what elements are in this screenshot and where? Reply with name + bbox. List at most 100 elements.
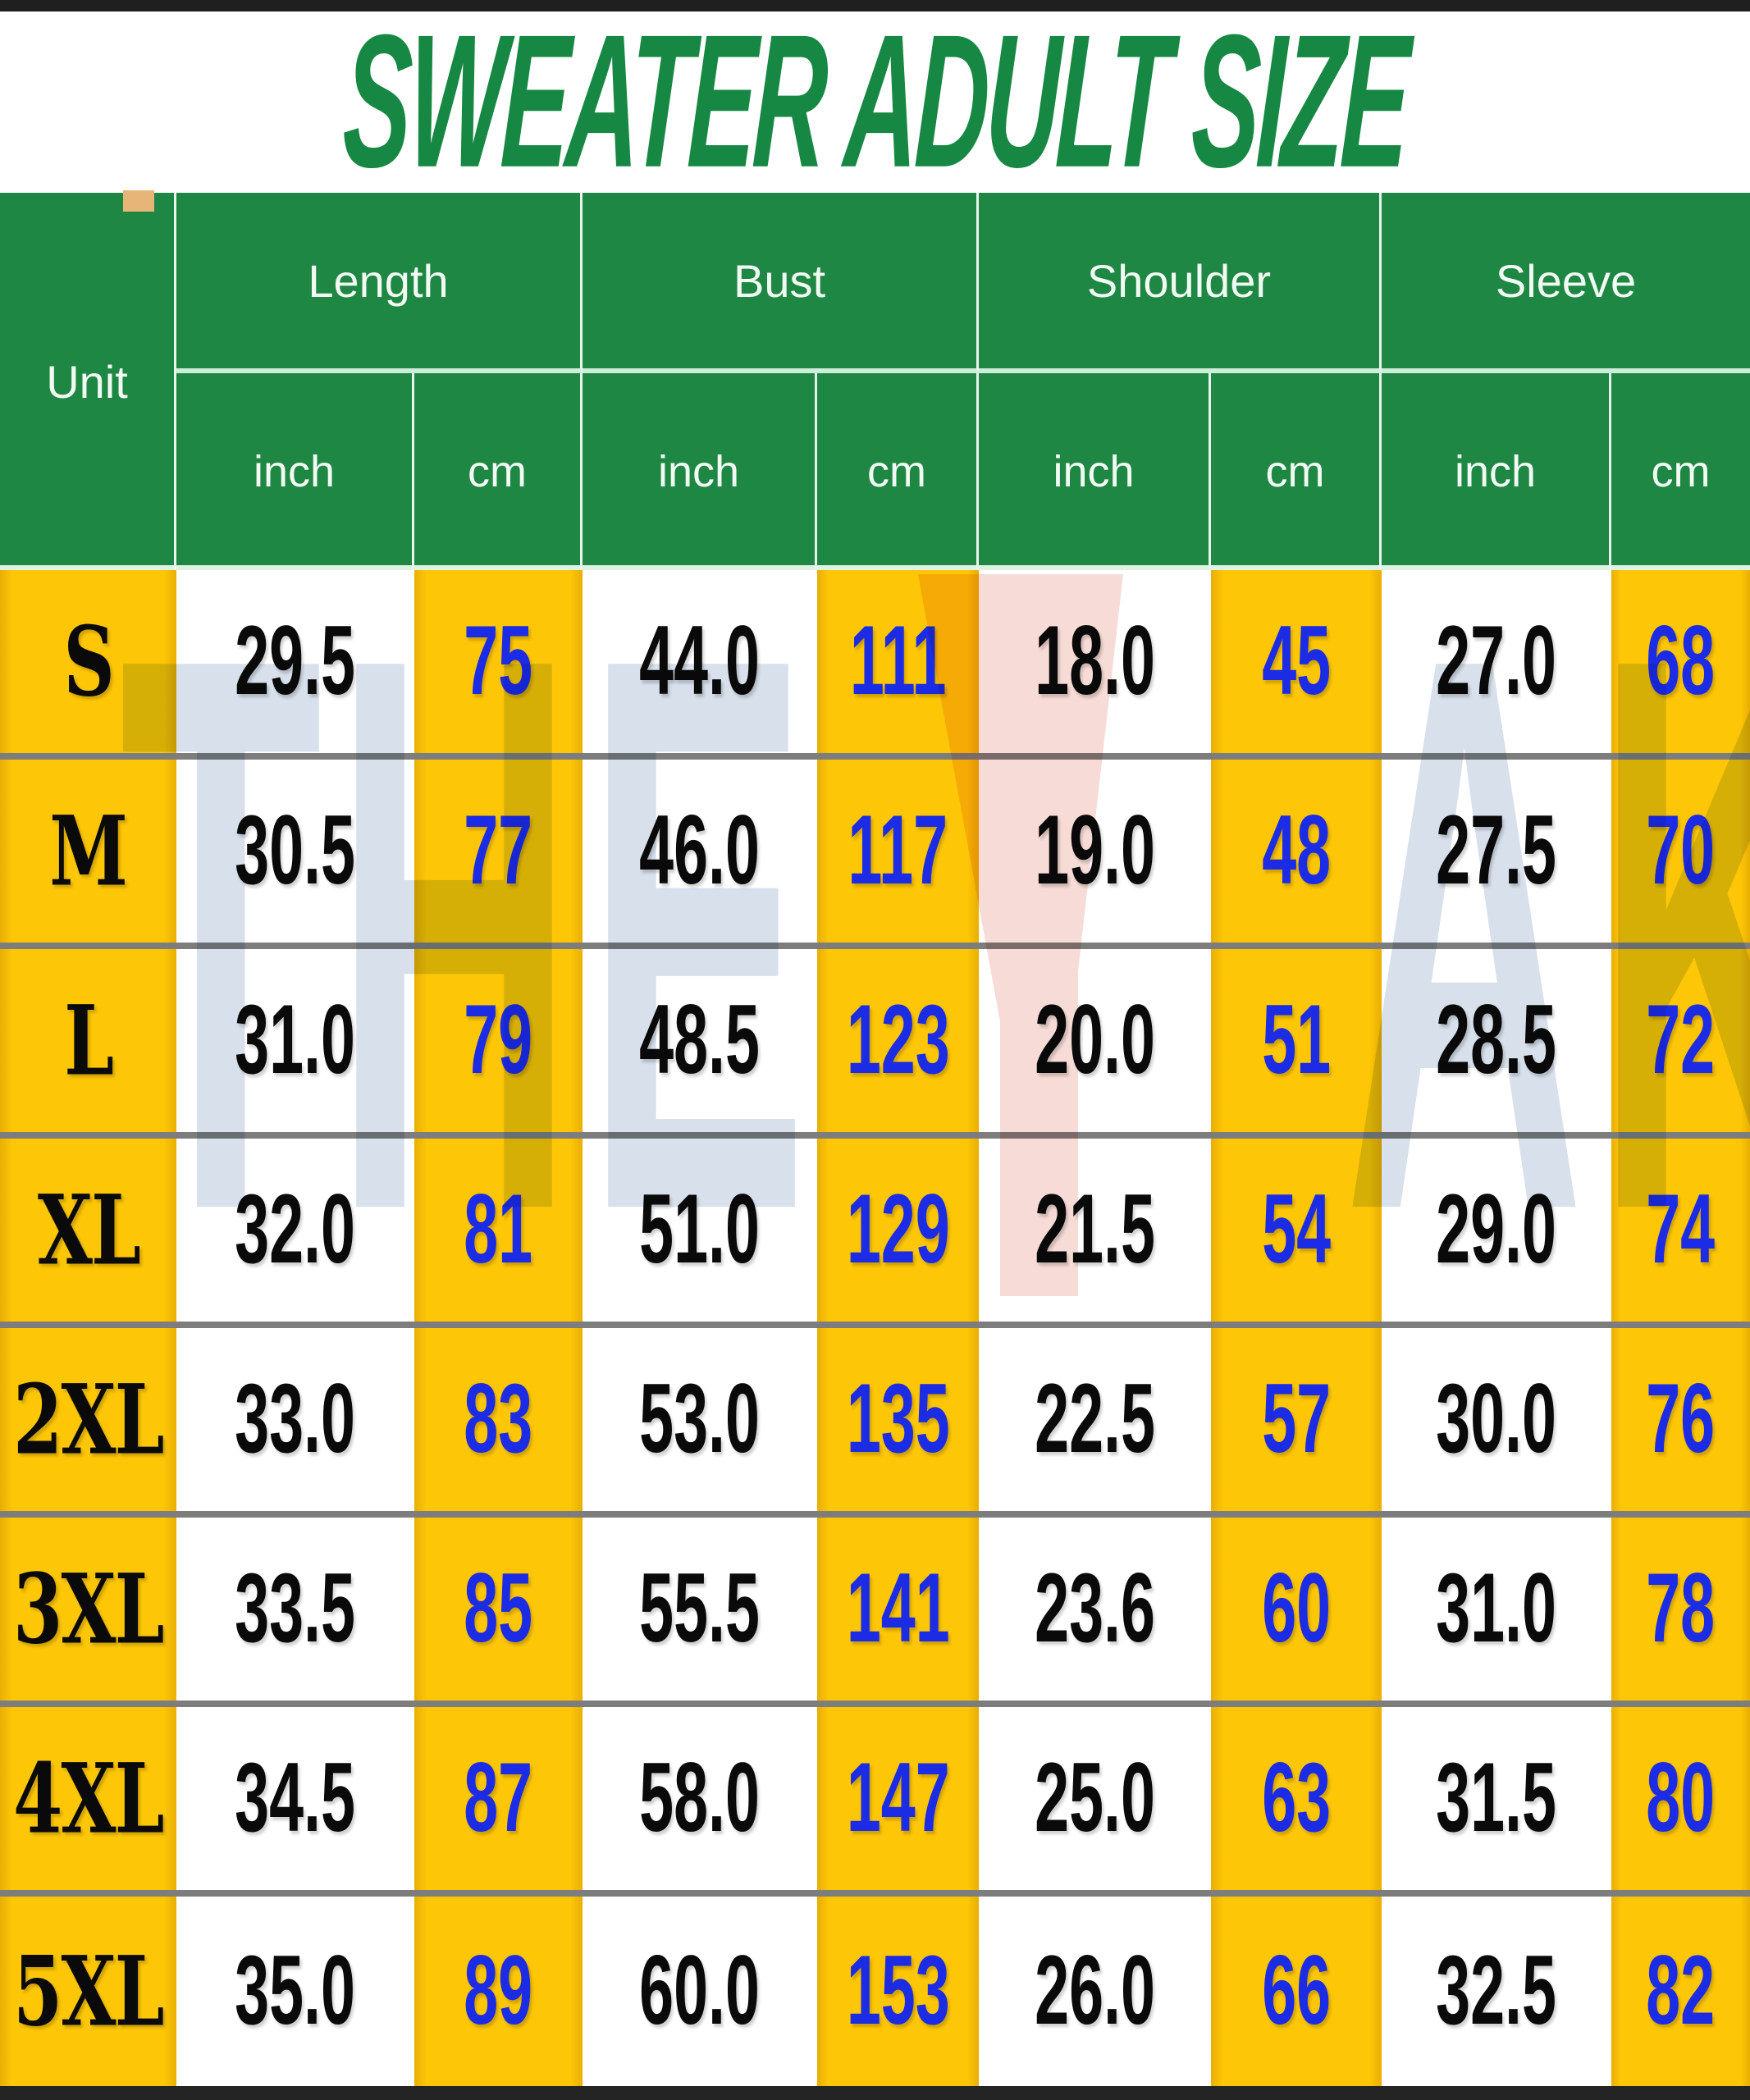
inch-value-cell: 60.0 xyxy=(583,1897,817,2086)
table-row-4xl: 4XL 34.5 87 58.0 147 25.0 63 31.5 80 xyxy=(0,1707,1750,1897)
cm-value-cell: 48 xyxy=(1211,760,1382,943)
title-band: SWEATER ADULT SIZE xyxy=(0,0,1750,208)
inch-value-cell: 34.5 xyxy=(176,1707,414,1890)
subheader-shoulder-cm: cm xyxy=(1211,373,1382,570)
group-header-bust: Bust xyxy=(583,193,979,373)
table-row-2xl: 2XL 33.0 83 53.0 135 22.5 57 30.0 76 xyxy=(0,1328,1750,1518)
cm-value-cell: 51 xyxy=(1211,949,1382,1132)
table-row-xl: XL 32.0 81 51.0 129 21.5 54 29.0 74 xyxy=(0,1139,1750,1328)
inch-value-cell: 26.0 xyxy=(979,1897,1211,2086)
cm-value-cell: 74 xyxy=(1611,1139,1750,1322)
group-header-length: Length xyxy=(176,193,583,373)
subheader-length-cm: cm xyxy=(414,373,583,570)
group-header-sleeve: Sleeve xyxy=(1382,193,1750,373)
table-row-l: L 31.0 79 48.5 123 20.0 51 28.5 72 xyxy=(0,949,1750,1139)
inch-value-cell: 29.5 xyxy=(176,570,414,753)
orange-marker xyxy=(123,190,154,212)
cm-value-cell: 72 xyxy=(1611,949,1750,1132)
cm-value-cell: 70 xyxy=(1611,760,1750,943)
inch-value-cell: 31.5 xyxy=(1382,1707,1611,1890)
cm-value-cell: 66 xyxy=(1211,1897,1382,2086)
inch-value-cell: 58.0 xyxy=(583,1707,817,1890)
size-cell: XL xyxy=(0,1139,176,1322)
bottom-border-bar xyxy=(0,2086,1750,2100)
inch-value-cell: 18.0 xyxy=(979,570,1211,753)
subheader-sleeve-cm: cm xyxy=(1651,447,1711,496)
cm-value-cell: 111 xyxy=(817,570,979,753)
cm-value-cell: 77 xyxy=(414,760,583,943)
inch-value-cell: 19.0 xyxy=(979,760,1211,943)
inch-value-cell: 44.0 xyxy=(583,570,817,753)
cm-value-cell: 75 xyxy=(414,570,583,753)
inch-value-cell: 51.0 xyxy=(583,1139,817,1322)
size-cell: 4XL xyxy=(0,1707,176,1890)
cm-value-cell: 85 xyxy=(414,1518,583,1701)
size-cell: 3XL xyxy=(0,1518,176,1701)
subheader-sleeve-inch: inch xyxy=(1382,373,1611,570)
cm-value-cell: 57 xyxy=(1211,1328,1382,1511)
inch-value-cell: 33.5 xyxy=(176,1518,414,1701)
cm-value-cell: 129 xyxy=(817,1139,979,1322)
top-border-bar xyxy=(0,0,1750,11)
cm-value-cell: 79 xyxy=(414,949,583,1132)
cm-value-cell: 135 xyxy=(817,1328,979,1511)
inch-value-cell: 25.0 xyxy=(979,1707,1211,1890)
table-body: S 29.5 75 44.0 111 18.0 45 27.0 68 M 30.5 77 46.0 117… xyxy=(0,570,1750,2086)
inch-value-cell: 21.5 xyxy=(979,1139,1211,1322)
cm-value-cell: 83 xyxy=(414,1328,583,1511)
subheader-shoulder-inch: inch xyxy=(979,373,1211,570)
subheader-bust-cm: cm xyxy=(817,373,979,570)
inch-value-cell: 30.5 xyxy=(176,760,414,943)
inch-value-cell: 30.0 xyxy=(1382,1328,1611,1511)
inch-value-cell: 27.0 xyxy=(1382,570,1611,753)
cm-value-cell: 45 xyxy=(1211,570,1382,753)
inch-value-cell: 32.5 xyxy=(1382,1897,1611,2086)
inch-value-cell: 28.5 xyxy=(1382,949,1611,1132)
inch-value-cell: 23.6 xyxy=(979,1518,1211,1701)
inch-value-cell: 22.5 xyxy=(979,1328,1211,1511)
cm-value-cell: 68 xyxy=(1611,570,1750,753)
cm-value-cell: 60 xyxy=(1211,1518,1382,1701)
inch-value-cell: 46.0 xyxy=(583,760,817,943)
cm-value-cell: 63 xyxy=(1211,1707,1382,1890)
cm-value-cell: 141 xyxy=(817,1518,979,1701)
inch-value-cell: 29.0 xyxy=(1382,1139,1611,1322)
inch-value-cell: 32.0 xyxy=(176,1139,414,1322)
group-header-shoulder: Shoulder xyxy=(979,193,1382,373)
cm-value-cell: 89 xyxy=(414,1897,583,2086)
inch-value-cell: 55.5 xyxy=(583,1518,817,1701)
subheader-bust-inch: inch xyxy=(583,373,817,570)
cm-value-cell: 82 xyxy=(1611,1897,1750,2086)
size-cell: 5XL xyxy=(0,1897,176,2086)
inch-value-cell: 31.0 xyxy=(1382,1518,1611,1701)
table-row-5xl: 5XL 35.0 89 60.0 153 26.0 66 32.5 82 xyxy=(0,1897,1750,2086)
cm-value-cell: 80 xyxy=(1611,1707,1750,1890)
inch-value-cell: 20.0 xyxy=(979,949,1211,1132)
header-grid: Unit Length Bust Shoulder Sleeve inch cm inch c… xyxy=(0,193,1750,570)
inch-value-cell: 27.5 xyxy=(1382,760,1611,943)
inch-value-cell: 53.0 xyxy=(583,1328,817,1511)
cm-value-cell: 117 xyxy=(817,760,979,943)
size-cell: S xyxy=(0,570,176,753)
inch-value-cell: 48.5 xyxy=(583,949,817,1132)
unit-header-cell: Unit xyxy=(0,193,176,570)
cm-value-cell: 81 xyxy=(414,1139,583,1322)
table-row-3xl: 3XL 33.5 85 55.5 141 23.6 60 31.0 78 xyxy=(0,1518,1750,1707)
cm-value-cell: 54 xyxy=(1211,1139,1382,1322)
size-cell: M xyxy=(0,760,176,943)
size-cell: L xyxy=(0,949,176,1132)
inch-value-cell: 33.0 xyxy=(176,1328,414,1511)
size-cell: 2XL xyxy=(0,1328,176,1511)
inch-value-cell: 31.0 xyxy=(176,949,414,1132)
cm-value-cell: 123 xyxy=(817,949,979,1132)
inch-value-cell: 35.0 xyxy=(176,1897,414,2086)
table-row-m: M 30.5 77 46.0 117 19.0 48 27.5 70 xyxy=(0,760,1750,949)
page-title: SWEATER ADULT SIZE xyxy=(340,0,1410,208)
cm-value-cell: 147 xyxy=(817,1707,979,1890)
subheader-length-inch: inch xyxy=(176,373,414,570)
cm-value-cell: 78 xyxy=(1611,1518,1750,1701)
cm-value-cell: 87 xyxy=(414,1707,583,1890)
cm-value-cell: 153 xyxy=(817,1897,979,2086)
table-row-s: S 29.5 75 44.0 111 18.0 45 27.0 68 xyxy=(0,570,1750,760)
